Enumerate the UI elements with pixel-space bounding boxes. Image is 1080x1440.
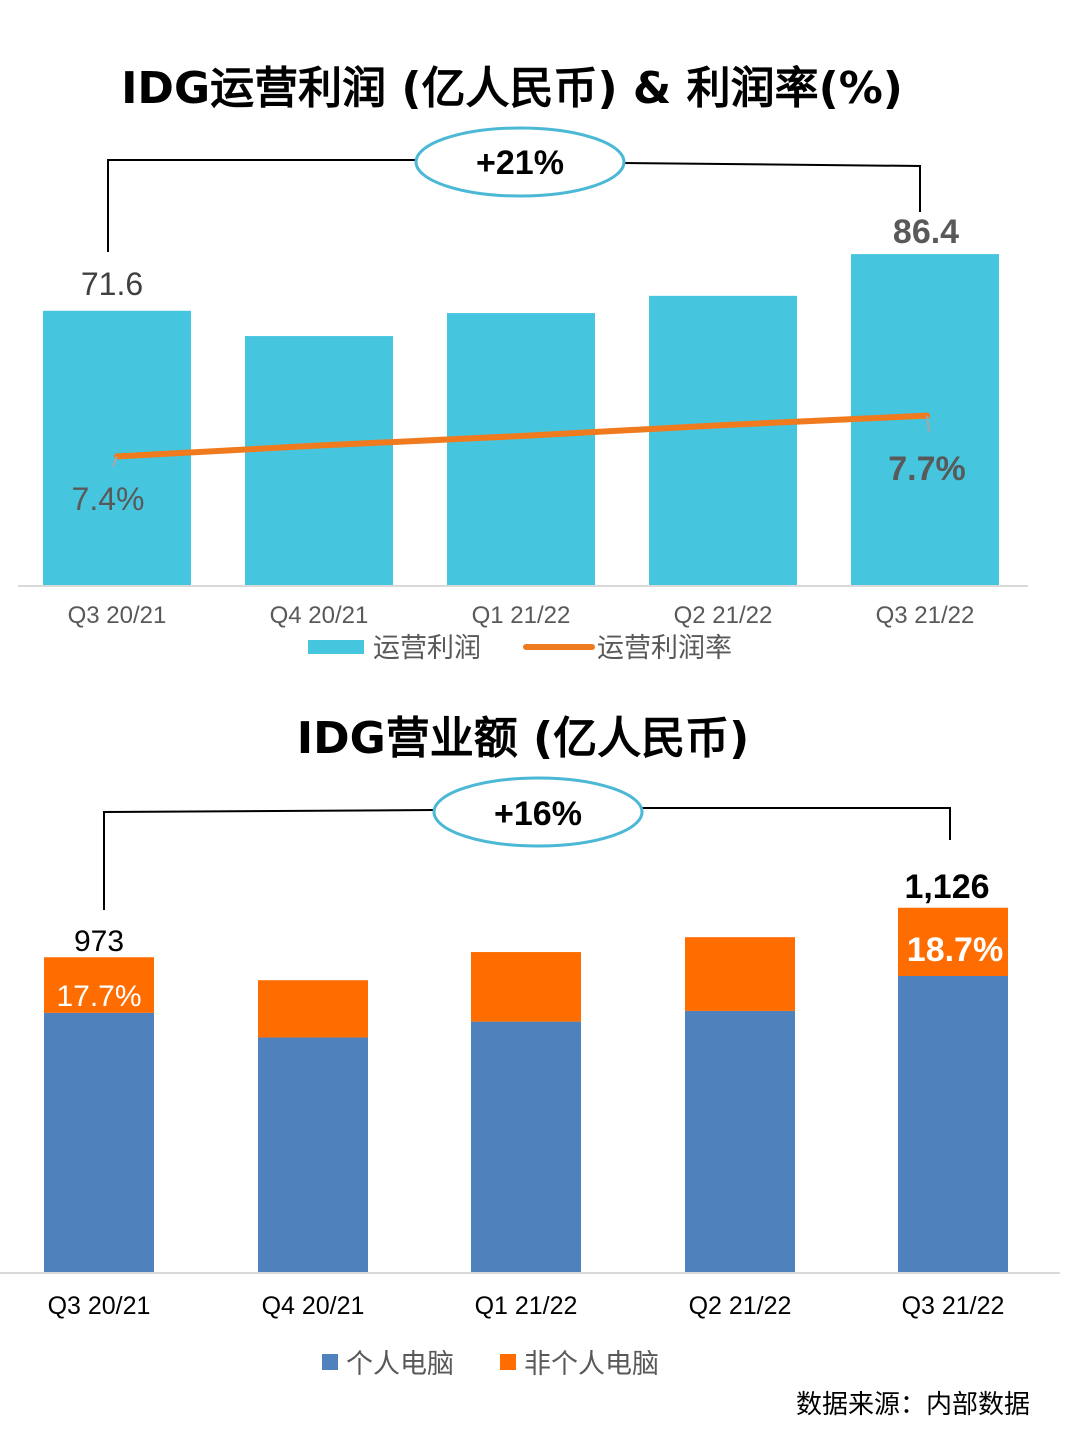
chart2-title: IDG营业额 (亿人民币) [297,713,750,764]
chart1-label-last-margin: 7.7% [888,450,966,488]
chart1-legend-label-bar: 运营利润 [373,633,481,664]
chart1-bar-0 [43,310,191,585]
chart1-x-tick-4: Q3 21/22 [876,602,975,629]
chart1-margin-point-2 [518,433,524,439]
chart1-label-last-bar: 86.4 [893,213,959,251]
chart1-margin-point-3 [720,422,726,429]
chart1-legend-swatch-bar [308,640,364,654]
chart1-bar-1 [245,336,393,585]
chart2-bar-pc-3 [685,1010,795,1272]
chart1-bar-3 [649,295,797,585]
chart2-bar-nonpc-4 [898,907,1008,976]
chart1-margin-point-1 [316,442,322,449]
chart2-legend-swatch-pc [322,1354,338,1370]
chart2-growth-ellipse [432,776,644,848]
chart2-x-tick-4: Q3 21/22 [902,1292,1005,1320]
chart2-label-last-total: 1,126 [904,868,989,906]
chart2-bar-nonpc-1 [258,980,368,1038]
chart1-x-tick-2: Q1 21/22 [472,602,571,629]
chart2-bracket-right [642,807,951,840]
chart2-legend-swatch-nonpc [500,1354,516,1370]
chart2-bracket-left [103,809,435,910]
chart2-bar-pc-0 [44,1012,154,1272]
chart2-growth-label: +16% [494,795,582,833]
chart1-bracket-right [623,162,921,212]
chart1-legend-label-line: 运营利润率 [597,633,732,664]
chart2-bar-pc-2 [471,1021,581,1272]
chart1-x-tick-0: Q3 20/21 [68,602,167,629]
chart2-bar-pc-1 [258,1037,368,1272]
chart1-growth-ellipse [414,126,626,198]
chart1-label-first-margin: 7.4% [72,481,145,517]
chart2-bar-nonpc-0 [44,957,154,1013]
chart1-bracket-left [107,159,416,252]
chart2-label-first-share: 17.7% [56,980,141,1013]
chart2-label-first-total: 973 [74,925,124,958]
chart1-label-first-bar: 71.6 [81,266,143,302]
chart2-bar-nonpc-3 [685,937,795,1011]
chart1-margin-leader-last [926,415,930,432]
chart2-x-tick-1: Q4 20/21 [262,1292,365,1320]
chart2-x-tick-0: Q3 20/21 [48,1292,151,1320]
chart1-growth-label: +21% [476,144,564,182]
chart2-x-tick-3: Q2 21/22 [689,1292,792,1320]
chart1-x-tick-1: Q4 20/21 [270,602,369,629]
source-note: 数据来源：内部数据 [796,1390,1030,1420]
chart2-bar-pc-4 [898,975,1008,1272]
chart2-legend-label-nonpc: 非个人电脑 [524,1349,659,1380]
chart1-margin-leader-first [112,456,118,467]
chart1-x-tick-3: Q2 21/22 [674,602,773,629]
chart2-label-last-share: 18.7% [907,931,1003,969]
chart2-legend-label-pc: 个人电脑 [346,1349,454,1380]
chart1-bar-2 [447,313,595,585]
chart2-x-tick-2: Q1 21/22 [475,1292,578,1320]
chart1-title: IDG运营利润 (亿人民币) & 利润率(%) [121,63,903,114]
chart2-bar-nonpc-2 [471,952,581,1022]
